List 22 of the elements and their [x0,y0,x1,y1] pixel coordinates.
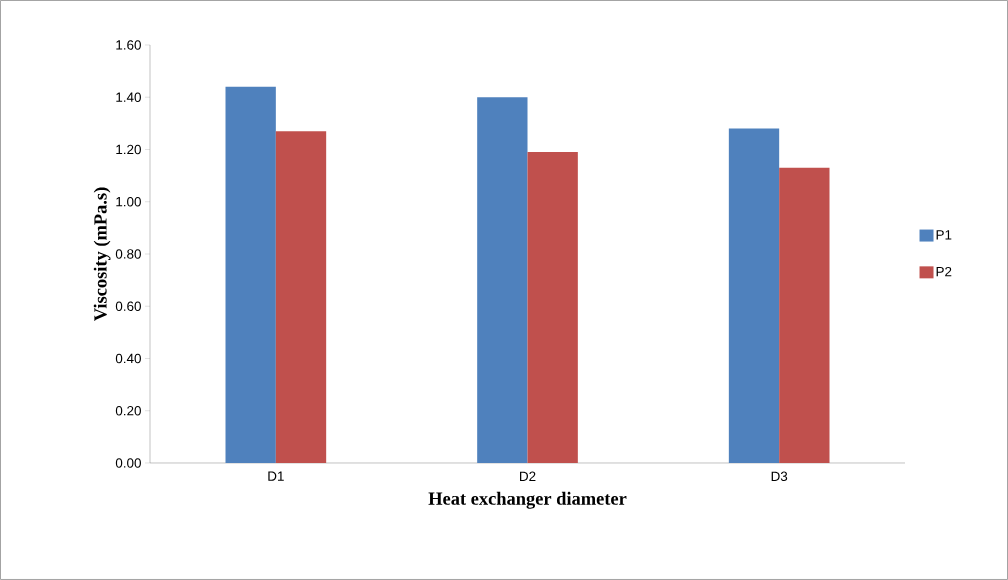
y-axis-title: Viscosity (mPa.s) [93,187,111,322]
y-tick-label: 0.60 [115,301,141,311]
x-tick-label: D2 [520,471,536,481]
bar [275,131,327,463]
bar [527,152,578,463]
bar [779,167,830,463]
y-tick-label: 1.00 [116,196,141,207]
y-tick-label: 0.40 [115,353,141,364]
legend-label: P1 [936,230,952,240]
legend-label: P2 [936,266,952,277]
x-tick-label: D1 [268,471,284,481]
y-tick-label: 1.40 [116,92,141,102]
bar [225,86,276,463]
y-tick-label: 0.80 [115,249,141,259]
x-axis-title: Heat exchanger diameter [428,491,627,509]
bar [728,128,780,463]
x-tick-label: D3 [771,471,788,482]
y-tick-label: 1.20 [116,144,141,155]
y-tick-label: 1.60 [116,40,141,50]
bar [477,97,528,463]
y-tick-label: 0.00 [115,458,141,468]
y-tick-label: 0.20 [115,405,141,416]
